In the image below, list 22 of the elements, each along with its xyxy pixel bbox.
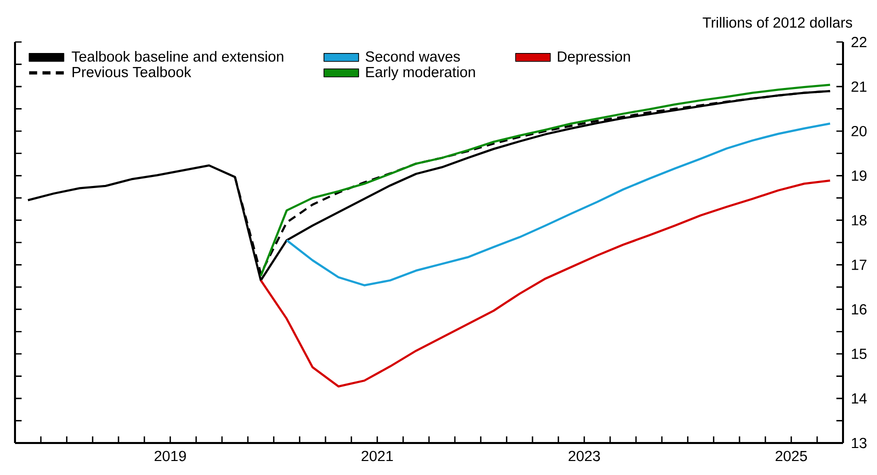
line-series [286, 122, 832, 286]
y-tick-label: 19 [852, 170, 866, 181]
legend-label: Depression [558, 50, 630, 65]
y-tick-label: 16 [852, 304, 866, 315]
y-tick-label: 21 [852, 81, 866, 92]
legend-label: Tealbook baseline and extension [72, 50, 284, 62]
y-tick-label: 18 [852, 215, 866, 226]
x-tick-label: 2025 [776, 450, 807, 462]
x-tick-label: 2019 [154, 450, 186, 462]
y-tick-label: 22 [852, 36, 866, 48]
y-axis-title: Trillions of 2012 dollars [702, 16, 852, 28]
legend-label: Previous Tealbook [72, 66, 192, 78]
y-tick-label: 15 [852, 348, 867, 360]
y-tick-label: 14 [852, 393, 867, 404]
y-tick-label: 13 [852, 438, 866, 448]
y-tick-label: 20 [852, 126, 867, 136]
legend-label: Second waves [366, 50, 460, 62]
x-tick-label: 2021 [362, 450, 393, 462]
line-series [260, 180, 832, 388]
y-tick-label: 17 [852, 260, 866, 270]
x-tick-label: 2023 [568, 450, 600, 462]
legend-label: Early moderation [366, 66, 475, 80]
